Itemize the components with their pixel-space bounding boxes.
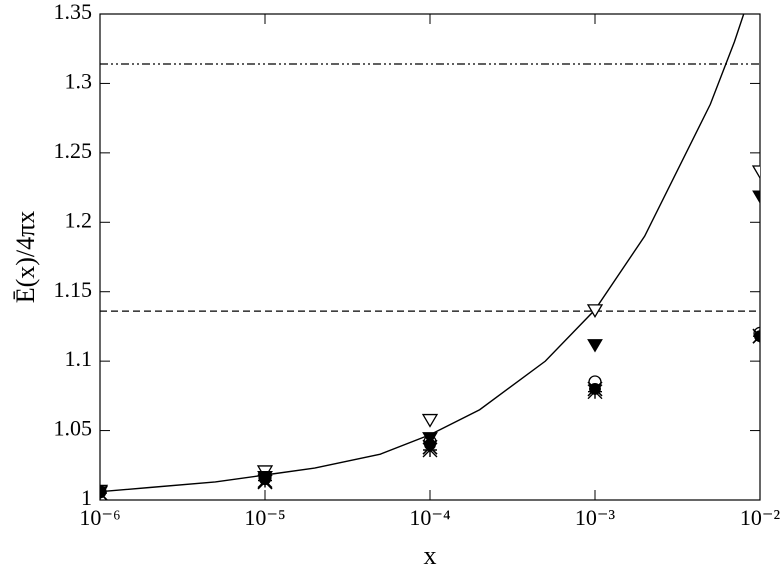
x-tick-label: 10⁻⁴	[409, 505, 451, 530]
marker	[587, 384, 603, 400]
x-tick-label: 10⁻²	[740, 505, 780, 530]
x-tick-label: 10⁻³	[575, 505, 616, 530]
y-tick-label: 1.05	[54, 416, 93, 441]
marker	[421, 413, 439, 428]
marker	[752, 190, 760, 204]
y-tick-label: 1.2	[65, 207, 93, 232]
marker	[422, 442, 438, 458]
marker	[751, 165, 760, 180]
x-tick-label: 10⁻⁶	[79, 505, 120, 530]
y-tick-label: 1	[81, 485, 92, 510]
x-axis-label: x	[424, 541, 437, 570]
marker	[587, 339, 603, 353]
marker	[257, 473, 273, 489]
curve	[100, 14, 745, 493]
x-tick-label: 10⁻⁵	[244, 505, 285, 530]
marker	[100, 485, 108, 500]
y-tick-label: 1.35	[54, 0, 93, 24]
y-tick-label: 1.25	[54, 138, 93, 163]
plot-area	[100, 14, 760, 500]
marker	[752, 328, 760, 344]
marker	[586, 304, 604, 319]
y-tick-label: 1.3	[65, 68, 93, 93]
y-tick-label: 1.15	[54, 277, 93, 302]
y-axis-label: Ē(x)/4πx	[11, 211, 40, 304]
y-tick-label: 1.1	[65, 346, 93, 371]
